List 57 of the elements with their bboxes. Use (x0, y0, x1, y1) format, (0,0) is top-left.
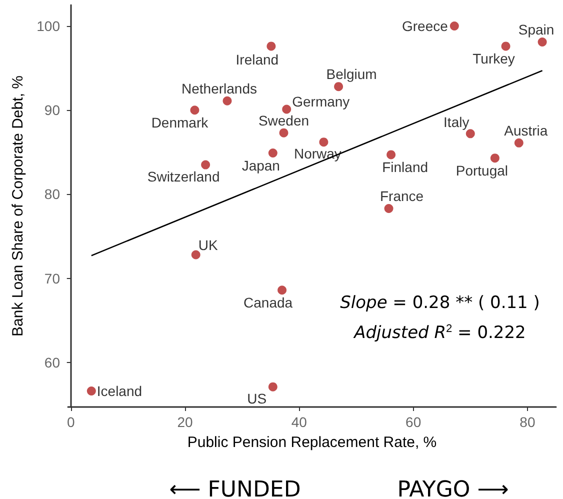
point (201, 160, 210, 170)
point (278, 286, 287, 295)
point (450, 22, 459, 31)
point (268, 382, 278, 392)
data-label: Ireland (236, 52, 279, 68)
point (466, 129, 475, 138)
point (514, 138, 524, 148)
data-label: US (247, 390, 267, 406)
x-tick-label: 60 (406, 414, 422, 430)
data-label: Belgium (326, 66, 377, 82)
x-tick-label: 80 (520, 414, 536, 430)
data-label: France (380, 188, 424, 204)
data-label: Denmark (151, 114, 210, 131)
data-label: Iceland (96, 383, 142, 400)
data-label: Norway (294, 146, 342, 162)
point (191, 250, 200, 260)
annotation: Slope = 0.28 ** ( 0.11 ) (340, 293, 540, 313)
data-label: Germany (292, 93, 350, 110)
data-label: Sweden (258, 112, 310, 128)
data-label: Spain (518, 22, 554, 38)
data-label: Switzerland (147, 168, 220, 184)
x-tick-label: 40 (291, 414, 308, 430)
text: ⟵ FUNDED (169, 478, 301, 499)
data-label: Finland (382, 159, 428, 176)
y-tick-label: 100 (36, 18, 60, 34)
point (268, 148, 278, 158)
point (222, 96, 232, 106)
data-label: Italy (444, 114, 470, 130)
point (334, 82, 344, 92)
data-label: Canada (244, 294, 293, 311)
data-label: Austria (504, 122, 548, 138)
y-axis-title: Bank Loan Share of Corporate Debt, % (10, 76, 27, 336)
point (386, 150, 396, 160)
point (282, 104, 292, 114)
point (501, 42, 510, 51)
data-label: Japan (242, 158, 280, 174)
x-tick-label: 0 (66, 414, 75, 430)
data-label: Portugal (456, 162, 508, 179)
point (319, 138, 328, 147)
point (384, 204, 394, 214)
x-axis-title: Public Pension Replacement Rate, % (187, 434, 437, 451)
data-label: UK (198, 236, 218, 253)
text: PAYGO ⟶ (397, 478, 509, 499)
point (86, 386, 96, 396)
y-tick-label: 80 (44, 186, 60, 202)
x-tick-label: 20 (177, 414, 194, 430)
y-tick-label: 70 (44, 270, 60, 286)
data-label: Netherlands (181, 80, 257, 96)
point (190, 106, 200, 115)
point (279, 128, 288, 138)
y-tick-label: 60 (44, 354, 60, 370)
point (538, 38, 547, 46)
point (266, 42, 276, 51)
y-tick-label: 90 (44, 102, 60, 118)
data-label: Greece (402, 18, 448, 34)
data-label: Turkey (472, 50, 515, 67)
point (490, 154, 500, 163)
